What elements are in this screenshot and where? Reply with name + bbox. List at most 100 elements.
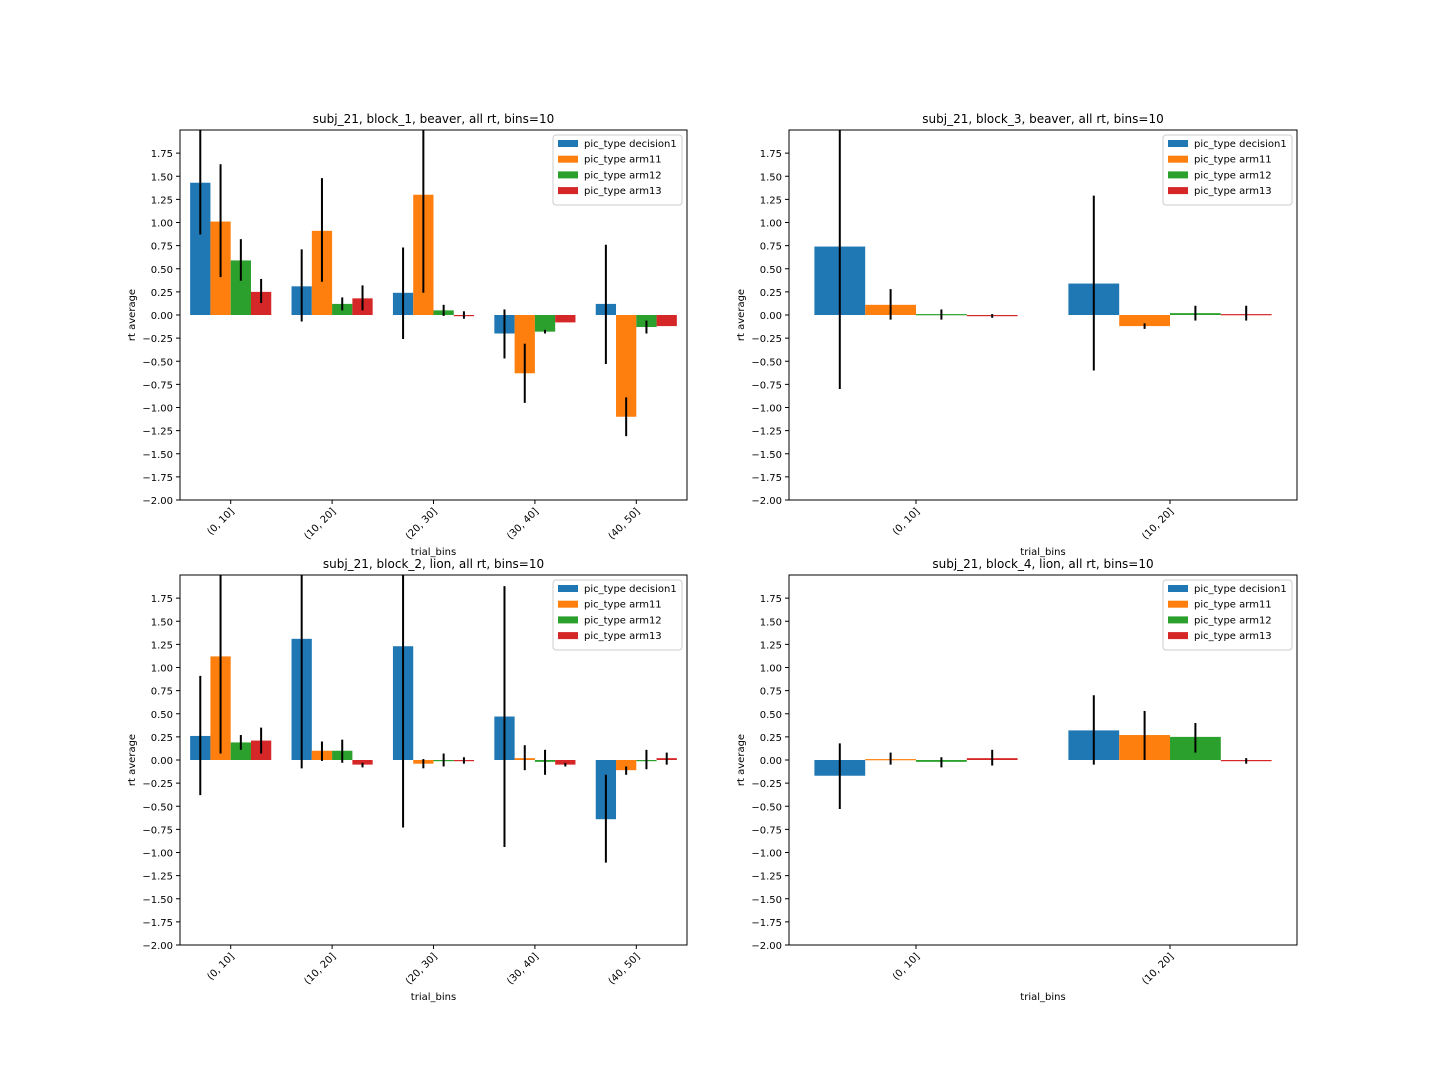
legend-swatch	[558, 616, 578, 624]
bar-pic_type-arm11-1	[1119, 315, 1170, 327]
y-axis-label: rt average	[127, 734, 138, 786]
y-tick-label: 0.00	[151, 756, 173, 767]
x-tick-label: (20, 30]	[404, 951, 440, 987]
legend-box	[552, 579, 683, 651]
y-tick-label: −2.00	[142, 941, 173, 952]
y-tick-label: 1.50	[760, 617, 782, 628]
bar-pic_type-arm13-3	[555, 315, 576, 323]
y-tick-label: −1.75	[751, 473, 782, 484]
chart-title: subj_21, block_3, beaver, all rt, bins=1…	[922, 112, 1163, 126]
legend-label: pic_type arm12	[584, 615, 662, 626]
bar-pic_type-arm11-4	[616, 760, 637, 771]
x-tick-label: (0, 10]	[206, 506, 237, 537]
plot-area	[190, 130, 677, 437]
legend-label: pic_type arm11	[1194, 155, 1272, 166]
legend-swatch	[1168, 600, 1188, 608]
legend-label: pic_type decision1	[584, 584, 677, 595]
x-tick-label: (30, 40]	[505, 951, 541, 987]
legend: pic_type decision1 pic_type arm11 pic_type…	[552, 134, 683, 206]
legend-swatch	[558, 632, 578, 640]
y-tick-label: 1.25	[151, 195, 173, 206]
legend-label: pic_type decision1	[584, 139, 677, 150]
x-tick-label: (0, 10]	[891, 506, 922, 537]
x-axis-label: trial_bins	[1020, 992, 1065, 1003]
y-tick-label: 0.75	[151, 687, 173, 698]
x-tick-label: (20, 30]	[404, 506, 440, 542]
legend-label: pic_type arm13	[1194, 631, 1272, 642]
bar-pic_type-arm11-4	[616, 315, 637, 417]
y-tick-label: 0.25	[151, 733, 173, 744]
y-tick-label: −1.50	[142, 450, 173, 461]
legend-swatch	[1168, 616, 1188, 624]
legend-label: pic_type arm11	[584, 155, 662, 166]
y-tick-label: 0.50	[151, 710, 173, 721]
y-axis-label: rt average	[736, 734, 747, 786]
y-tick-label: 0.00	[760, 311, 782, 322]
y-tick-label: −1.25	[142, 427, 173, 438]
legend-swatch	[1168, 155, 1188, 163]
y-tick-label: 0.50	[760, 265, 782, 276]
legend-swatch	[558, 140, 578, 147]
y-tick-label: 1.50	[151, 172, 173, 183]
y-tick-label: −1.00	[142, 404, 173, 415]
x-tick-label: (40, 50]	[607, 506, 643, 542]
y-tick-label: −0.75	[142, 380, 173, 391]
y-tick-label: −0.25	[142, 334, 173, 345]
legend-label: pic_type arm12	[584, 170, 662, 181]
legend-swatch	[558, 155, 578, 163]
y-tick-label: 1.75	[151, 594, 173, 605]
y-tick-label: 1.75	[760, 149, 782, 160]
legend-swatch	[558, 187, 578, 195]
y-tick-label: 0.50	[760, 710, 782, 721]
y-tick-label: −1.75	[142, 918, 173, 929]
chart-panel-4: −2.00 −1.75 −1.50 −1.25 −1.00 −0.75 −0.50 −0.25…	[736, 557, 1298, 1003]
bar-pic_type-arm12-3	[534, 315, 556, 332]
y-tick-label: −1.00	[142, 849, 173, 860]
y-tick-label: −0.50	[142, 802, 173, 813]
chart-panel-3: −2.00 −1.75 −1.50 −1.25 −1.00 −0.75 −0.50 −0.25…	[127, 557, 688, 1003]
x-tick-label: (40, 50]	[607, 951, 643, 987]
bar-pic_type-arm13-1	[352, 760, 373, 765]
y-tick-label: −0.25	[142, 779, 173, 790]
legend-box	[1162, 579, 1293, 651]
y-tick-label: −1.25	[142, 872, 173, 883]
chart-panel-2: −2.00 −1.75 −1.50 −1.25 −1.00 −0.75 −0.50 −0.25…	[736, 112, 1298, 558]
y-tick-label: 1.00	[760, 664, 782, 675]
bar-pic_type-arm13-0	[250, 291, 272, 315]
y-tick-label: 1.25	[151, 640, 173, 651]
y-tick-label: 1.75	[760, 594, 782, 605]
x-axis-label: trial_bins	[1020, 547, 1065, 558]
chart-title: subj_21, block_2, lion, all rt, bins=10	[323, 557, 544, 571]
legend-swatch	[1168, 585, 1188, 592]
legend: pic_type decision1 pic_type arm11 pic_type…	[1162, 579, 1293, 651]
y-tick-label: 1.25	[760, 640, 782, 651]
chart-title: subj_21, block_1, beaver, all rt, bins=1…	[313, 112, 554, 126]
y-tick-label: −1.00	[751, 404, 782, 415]
y-tick-label: −0.75	[751, 825, 782, 836]
y-tick-label: 1.00	[151, 664, 173, 675]
y-tick-label: 1.00	[760, 219, 782, 230]
y-tick-label: −0.50	[751, 357, 782, 368]
x-tick-label: (0, 10]	[206, 951, 237, 982]
y-tick-label: 0.50	[151, 265, 173, 276]
legend-label: pic_type arm13	[1194, 186, 1272, 197]
y-tick-label: 0.75	[151, 242, 173, 253]
y-tick-label: 0.25	[151, 288, 173, 299]
x-tick-label: (0, 10]	[891, 951, 922, 982]
legend-swatch	[558, 600, 578, 608]
y-tick-label: −1.25	[751, 427, 782, 438]
legend-label: pic_type arm12	[1194, 615, 1272, 626]
y-tick-label: −1.25	[751, 872, 782, 883]
y-tick-label: −2.00	[142, 496, 173, 507]
bar-pic_type-arm12-0	[230, 742, 251, 760]
y-tick-label: 0.00	[760, 756, 782, 767]
legend-box	[552, 134, 683, 206]
y-tick-label: 1.00	[151, 219, 173, 230]
y-tick-label: −0.75	[751, 380, 782, 391]
legend-swatch	[1168, 187, 1188, 195]
x-tick-label: (10, 20]	[1140, 951, 1176, 987]
legend: pic_type decision1 pic_type arm11 pic_type…	[552, 579, 683, 651]
x-axis-label: trial_bins	[411, 547, 456, 558]
legend-swatch	[558, 171, 578, 179]
x-tick-label: (10, 20]	[302, 951, 338, 987]
